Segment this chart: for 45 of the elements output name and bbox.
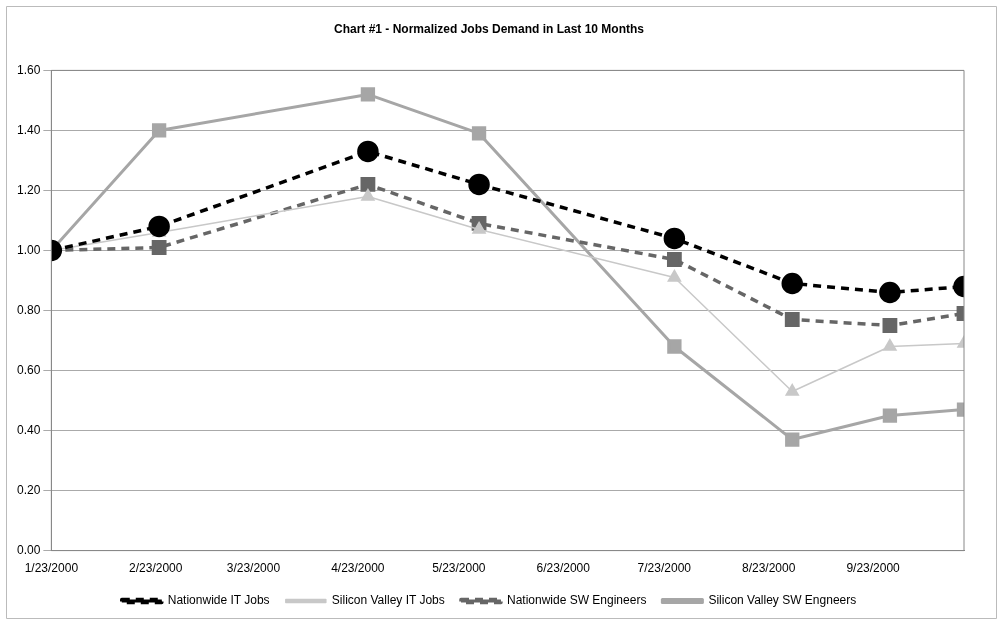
point xyxy=(883,338,897,351)
chart-title: Chart #1 - Normalized Jobs Demand in Last 10 Months xyxy=(333,21,645,36)
point xyxy=(361,188,375,201)
point xyxy=(468,173,490,196)
point xyxy=(472,221,486,234)
x-tick-label: 2/23/2000 xyxy=(129,561,183,576)
point xyxy=(882,408,898,423)
point xyxy=(663,227,686,250)
y-tick-label: 0.00 xyxy=(17,542,41,557)
point xyxy=(879,281,901,304)
point xyxy=(667,269,682,282)
point xyxy=(666,252,682,267)
point xyxy=(151,240,167,255)
y-tick-label: 1.00 xyxy=(17,242,41,257)
point xyxy=(882,318,898,333)
point xyxy=(667,339,682,354)
point xyxy=(781,272,803,295)
y-tick-label: 0.60 xyxy=(17,362,41,377)
x-tick-label: 5/23/2000 xyxy=(432,561,486,576)
point xyxy=(784,312,800,327)
y-tick-label: 1.20 xyxy=(17,182,41,197)
y-tick-label: 0.80 xyxy=(17,302,41,317)
point xyxy=(360,177,376,192)
point xyxy=(471,126,487,141)
legend-label: Silicon Valley SW Engneers xyxy=(708,593,857,608)
point xyxy=(357,140,379,163)
x-tick-label: 1/23/2000 xyxy=(24,561,79,576)
x-tick-label: 7/23/2000 xyxy=(637,561,692,576)
y-tick-label: 1.60 xyxy=(17,62,41,77)
point xyxy=(148,215,170,238)
y-tick-label: 0.40 xyxy=(17,422,41,437)
x-tick-label: 3/23/2000 xyxy=(226,561,281,576)
x-tick-label: 8/23/2000 xyxy=(741,561,796,576)
point xyxy=(360,87,376,102)
legend-label: Silicon Valley IT Jobs xyxy=(331,593,445,608)
legend-label: Nationwide SW Engineers xyxy=(506,593,647,608)
point xyxy=(785,383,800,396)
x-tick-label: 4/23/2000 xyxy=(331,561,385,576)
y-tick-label: 1.40 xyxy=(17,122,41,137)
point xyxy=(151,123,167,138)
x-tick-label: 9/23/2000 xyxy=(846,561,901,576)
x-tick-label: 6/23/2000 xyxy=(536,561,591,576)
point xyxy=(785,432,800,447)
y-tick-label: 0.20 xyxy=(17,482,41,497)
legend-label: Nationwide IT Jobs xyxy=(167,593,270,608)
